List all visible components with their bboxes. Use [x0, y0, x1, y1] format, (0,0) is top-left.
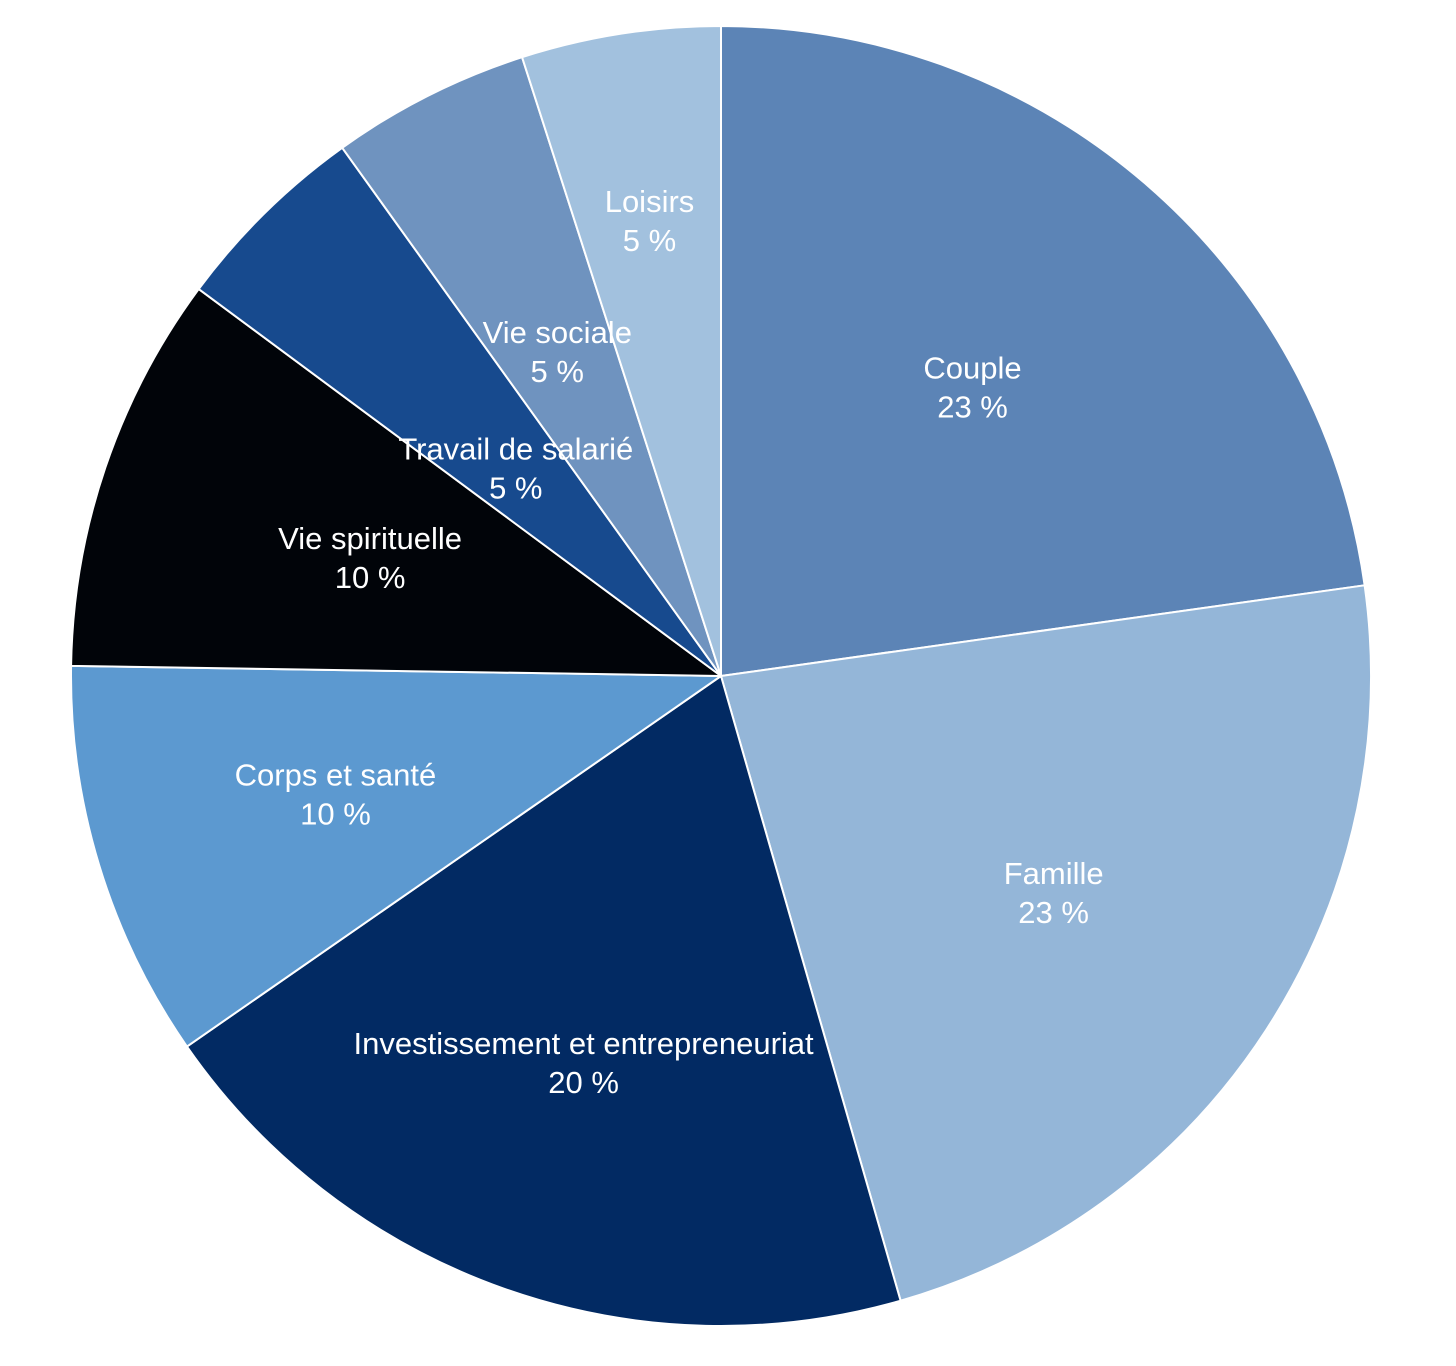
slice-label-vie-spirituelle: Vie spirituelle: [278, 521, 462, 556]
slice-value-corps-et-sante: 10 %: [300, 796, 371, 831]
pie-labels: Couple 23 % Famille 23 % Investissement et e…: [235, 184, 1104, 1100]
pie-slice-vie-sociale: [341, 56, 722, 677]
pie-slice-corps-et-sante: [70, 664, 722, 1048]
slice-label-corps-et-sante: Corps et santé: [235, 757, 437, 792]
slice-label-investissement-et-entrepreneuriat: Investissement et entrepreneuriat: [354, 1026, 814, 1061]
slice-label-travail-de-salarie: Travail de salarié: [398, 432, 633, 467]
slice-value-couple: 23 %: [937, 390, 1008, 425]
slice-value-investissement-et-entrepreneuriat: 20 %: [548, 1065, 619, 1100]
pie-slice-vie-spirituelle: [70, 288, 722, 677]
pie-slice-investissement-et-entrepreneuriat: [185, 675, 902, 1327]
pie-slice-famille: [720, 584, 1372, 1302]
slice-value-travail-de-salarie: 5 %: [489, 471, 542, 506]
slice-value-famille: 23 %: [1018, 895, 1089, 930]
slice-value-loisirs: 5 %: [623, 223, 676, 258]
slice-label-famille: Famille: [1004, 856, 1104, 891]
slice-label-loisirs: Loisirs: [605, 184, 695, 219]
slice-value-vie-sociale: 5 %: [531, 354, 584, 389]
pie-slice-loisirs: [521, 25, 722, 677]
pie-slices: [70, 25, 1372, 1327]
pie-slice-couple: [720, 25, 1366, 677]
slice-label-vie-sociale: Vie sociale: [483, 315, 632, 350]
slice-value-vie-spirituelle: 10 %: [335, 560, 406, 595]
pie-slice-travail-de-salarie: [197, 146, 722, 677]
slice-label-couple: Couple: [923, 351, 1021, 386]
